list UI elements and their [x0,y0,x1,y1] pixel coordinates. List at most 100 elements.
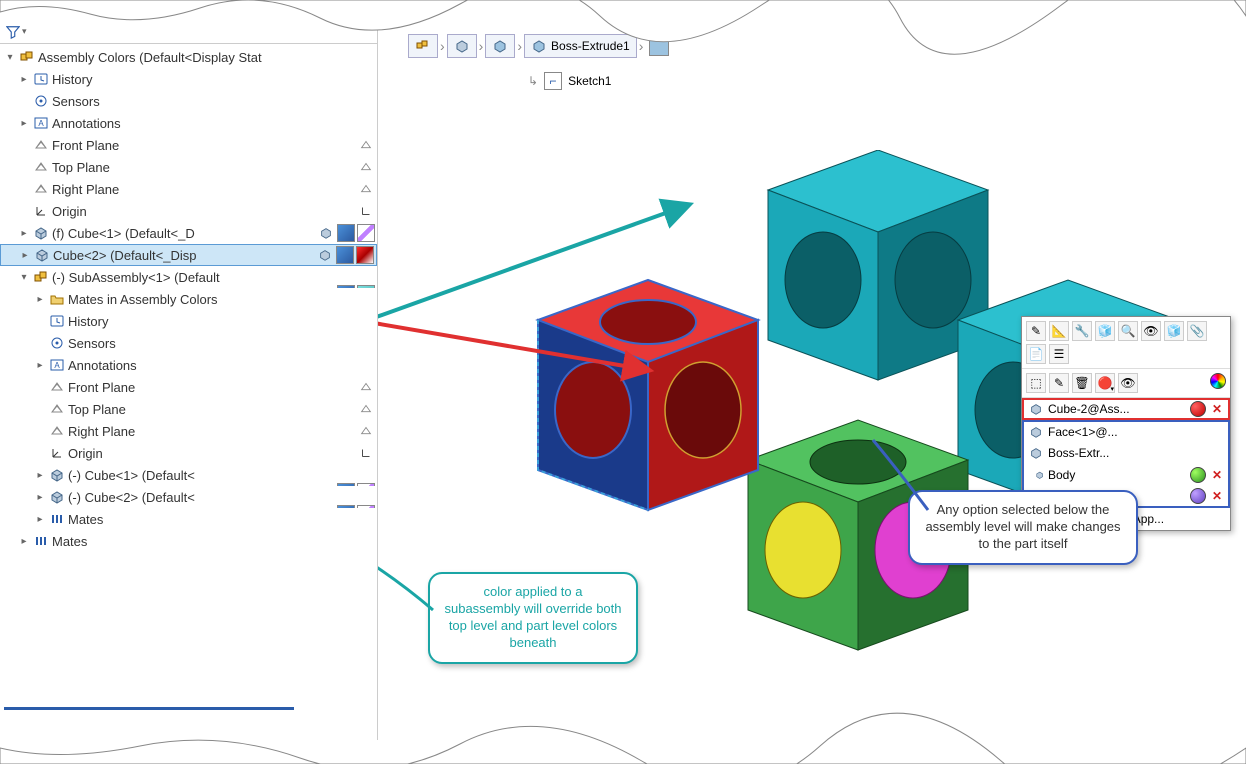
expander-icon[interactable]: ▸ [34,514,46,525]
tool-btn[interactable]: 👁 [1118,373,1138,393]
plane-icon [49,379,65,395]
tree-item[interactable]: ▸Cube<2> (Default<_Disp [0,244,377,266]
plane-icon [49,423,65,439]
breadcrumb-row2: ↳ ⌐ Sketch1 [528,72,611,90]
delete-icon[interactable]: ✕ [1210,489,1224,503]
tree-item[interactable]: ▸Mates in Assembly Colors [0,288,377,310]
chevron-right-icon: › [517,38,522,54]
appearance-target-item[interactable]: Body✕ [1022,464,1230,486]
tree-item[interactable]: ▸ History [0,68,377,90]
tree-item-label: Top Plane [68,402,377,417]
tree-root[interactable]: ▾ Assembly Colors (Default<Display Stat [0,46,377,68]
expander-icon[interactable]: ▸ [34,492,46,503]
breadcrumb-body[interactable] [485,34,515,58]
part-icon [1028,445,1044,461]
tool-btn[interactable]: ✎ [1049,373,1069,393]
tree-item[interactable]: ▸(f) Cube<1> (Default<_D [0,222,377,244]
tool-btn[interactable]: 📐 [1049,321,1069,341]
expander-icon[interactable]: ▸ [18,536,30,547]
tree-item[interactable]: Origin [0,200,377,222]
popup-item-label: Face<1>@... [1048,425,1224,439]
tree-item[interactable]: Right Plane [0,420,377,442]
tree-item[interactable]: ▸(-) Cube<2> (Default< [0,486,377,508]
tree-item-label: Origin [52,204,377,219]
expander-icon[interactable]: ▸ [34,470,46,481]
expander-icon[interactable]: ▸ [19,250,31,261]
tree-item[interactable]: Sensors [0,332,377,354]
tree-item[interactable]: ▾(-) SubAssembly<1> (Default [0,266,377,288]
origin-icon [49,445,65,461]
tree-item[interactable]: Top Plane [0,398,377,420]
tool-btn[interactable]: 🗑 [1072,373,1092,393]
tree-item[interactable]: Right Plane [0,178,377,200]
color-swatch[interactable] [1190,488,1206,504]
cube-red-selected[interactable] [538,280,758,510]
breadcrumb-sketch-label[interactable]: Sketch1 [568,74,611,88]
delete-icon[interactable]: ✕ [1210,468,1224,482]
history-icon [49,313,65,329]
tool-btn[interactable]: 🧊 [1095,321,1115,341]
delete-icon[interactable]: ✕ [1210,402,1224,416]
tool-btn[interactable]: ☰ [1049,344,1069,364]
tree-item[interactable]: ▸AAnnotations [0,112,377,134]
tree-item[interactable]: ▸AAnnotations [0,354,377,376]
expander-icon[interactable]: ▾ [18,272,30,283]
asm-icon [33,269,49,285]
expander-icon[interactable]: ▸ [34,360,46,371]
tree-item-label: Annotations [68,358,377,373]
appearance-target-item[interactable]: Cube-2@Ass... ✕ [1022,398,1230,420]
tree-root-label: Assembly Colors (Default<Display Stat [38,50,377,65]
expander-icon[interactable]: ▸ [18,228,30,239]
expander-icon[interactable]: ▾ [4,52,16,63]
plane-icon [33,181,49,197]
tree-item[interactable]: ▸Mates [0,530,377,552]
tree-item-label: Origin [68,446,377,461]
tool-btn[interactable]: 🧊 [1164,321,1184,341]
part-icon [49,467,65,483]
color-swatch[interactable] [1190,467,1206,483]
return-icon: ↳ [528,74,538,88]
breadcrumb-assembly[interactable] [408,34,438,58]
appearance-target-item[interactable]: Boss-Extr... [1022,442,1230,464]
tool-btn[interactable]: 🔍 [1118,321,1138,341]
mates-icon [49,511,65,527]
tree-filter-bar[interactable]: ▾ [0,20,377,44]
graphics-viewport[interactable]: › › › Boss-Extrude1 › ↳ ⌐ Sketch1 [378,20,1246,764]
expander-icon[interactable]: ▸ [18,118,30,129]
popup-item-label: Boss-Extr... [1048,446,1224,460]
tool-btn[interactable]: ⬚ [1026,373,1046,393]
tool-btn[interactable]: 👁 [1141,321,1161,341]
tree-item[interactable]: Top Plane [0,156,377,178]
tool-btn[interactable]: ✎ [1026,321,1046,341]
tool-btn[interactable]: 📄 [1026,344,1046,364]
tree-item[interactable]: History [0,310,377,332]
tree-item-label: Right Plane [68,424,377,439]
chevron-right-icon: › [440,38,445,54]
sensor-icon [33,93,49,109]
filter-icon [6,25,20,39]
breadcrumb-part[interactable] [447,34,477,58]
assembly-icon [19,49,35,65]
expander-icon[interactable]: ▸ [18,74,30,85]
tree-item[interactable]: Front Plane [0,134,377,156]
tool-btn[interactable]: 📎 [1187,321,1207,341]
appearance-target-item[interactable]: Face<1>@... [1022,420,1230,442]
breadcrumb-feature[interactable]: Boss-Extrude1 [524,34,637,58]
tree-item-label: History [52,72,377,87]
tree-item[interactable]: Sensors [0,90,377,112]
popup-item-label: Cube-2@Ass... [1048,402,1186,416]
color-wheel-icon[interactable] [1210,373,1226,389]
tree-item[interactable]: Front Plane [0,376,377,398]
tree-item-label: (-) Cube<1> (Default< [68,468,377,483]
annot-icon: A [33,115,49,131]
tree-item[interactable]: ▸ (-) Cube<1> (Default< [0,464,377,486]
plane-icon [33,159,49,175]
color-swatch[interactable] [1190,401,1206,417]
tool-btn[interactable]: 🔧 [1072,321,1092,341]
part-icon [34,247,50,263]
tool-btn[interactable]: 🔴▾ [1095,373,1115,393]
expander-icon[interactable]: ▸ [34,294,46,305]
tree-item[interactable]: ▸Mates [0,508,377,530]
tree-item[interactable]: Origin [0,442,377,464]
popup-toolbar-row2: ⬚ ✎ 🗑 🔴▾ 👁 [1022,369,1230,398]
